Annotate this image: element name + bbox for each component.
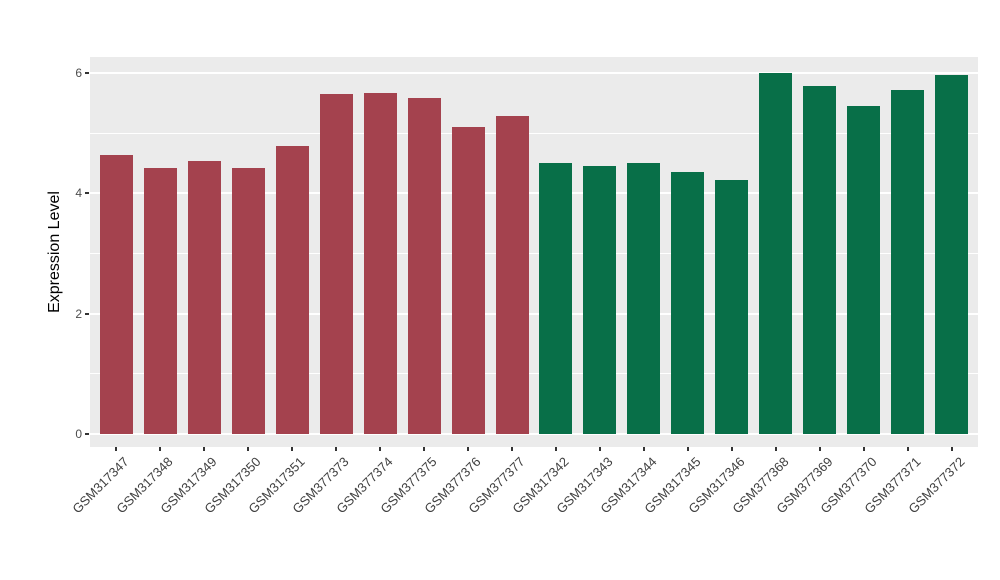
x-tick-mark <box>906 447 909 451</box>
gridline-major <box>90 312 978 315</box>
bar-GSM377377 <box>495 116 529 434</box>
x-tick-mark <box>335 447 338 451</box>
x-tick-mark <box>379 447 382 451</box>
bar-GSM377373 <box>319 94 353 434</box>
bar-GSM317342 <box>539 163 573 434</box>
bar-GSM377371 <box>891 90 925 434</box>
x-tick-mark <box>467 447 470 451</box>
x-tick-mark <box>423 447 426 451</box>
x-tick-mark <box>291 447 294 451</box>
y-tick-mark <box>85 433 89 435</box>
x-tick-mark <box>642 447 645 451</box>
y-axis-title: Expression Level <box>44 57 66 447</box>
bar-GSM317344 <box>627 163 661 434</box>
x-tick-mark <box>115 447 118 451</box>
gridline-minor <box>90 253 978 254</box>
gridline-minor <box>90 132 978 134</box>
gridline-minor <box>90 373 978 375</box>
x-tick-mark <box>686 447 689 451</box>
y-axis-title-text: Expression Level <box>46 191 63 313</box>
bar-GSM377368 <box>759 73 793 434</box>
gridline-major <box>90 72 978 74</box>
x-tick-mark <box>511 447 514 451</box>
x-tick-mark <box>598 447 601 451</box>
bar-GSM317346 <box>715 180 749 434</box>
y-tick-label: 4 <box>75 186 82 201</box>
x-tick-mark <box>554 447 557 451</box>
bar-GSM317351 <box>275 146 309 434</box>
plot-panel <box>90 57 978 447</box>
x-tick-mark <box>247 447 250 451</box>
y-tick-label: 6 <box>75 66 82 80</box>
gridline-major <box>90 433 978 435</box>
bar-GSM377374 <box>363 92 397 434</box>
bar-GSM317348 <box>143 168 177 434</box>
x-tick-mark <box>950 447 953 451</box>
y-tick-label: 2 <box>75 306 82 321</box>
gridline-major <box>90 192 978 195</box>
y-tick-label: 0 <box>75 427 82 441</box>
bar-GSM377376 <box>451 126 485 434</box>
x-tick-mark <box>818 447 821 451</box>
bar-GSM317350 <box>231 168 265 434</box>
bar-GSM317343 <box>583 165 617 434</box>
x-tick-mark <box>159 447 162 451</box>
x-tick-mark <box>203 447 206 451</box>
y-tick-mark <box>85 192 89 195</box>
x-tick-mark <box>862 447 865 451</box>
bar-GSM317349 <box>187 160 221 434</box>
y-tick-mark <box>85 312 89 315</box>
bar-GSM377370 <box>847 105 881 434</box>
bar-GSM317345 <box>671 172 705 434</box>
y-tick-mark <box>85 72 89 74</box>
bar-GSM317347 <box>99 154 133 434</box>
bar-GSM377372 <box>935 75 969 434</box>
x-tick-mark <box>730 447 733 451</box>
bar-GSM377369 <box>803 86 837 434</box>
x-tick-mark <box>774 447 777 451</box>
bar-GSM377375 <box>407 97 441 434</box>
